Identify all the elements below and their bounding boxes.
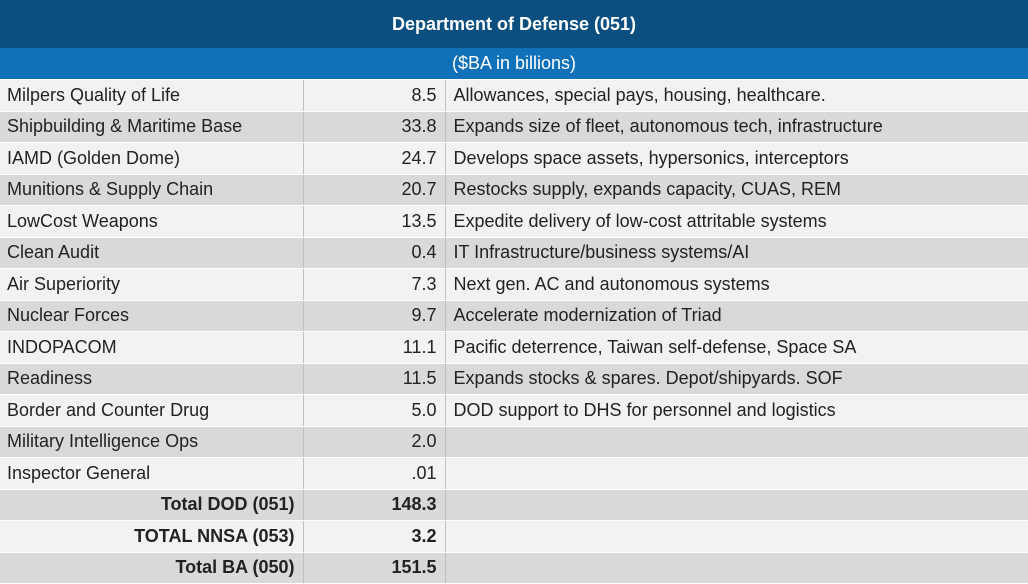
row-value: 5.0 xyxy=(303,394,446,427)
row-name: Munitions & Supply Chain xyxy=(0,174,304,206)
table-row: Nuclear Forces 9.7 Accelerate modernizat… xyxy=(0,300,1028,332)
row-name: Nuclear Forces xyxy=(0,300,304,332)
table-row: Shipbuilding & Maritime Base 33.8 Expand… xyxy=(0,111,1028,143)
row-name: INDOPACOM xyxy=(0,331,304,364)
total-row-dod: Total DOD (051) 148.3 xyxy=(0,489,1028,521)
row-name: LowCost Weapons xyxy=(0,205,304,238)
row-name: Border and Counter Drug xyxy=(0,394,304,427)
row-name: Military Intelligence Ops xyxy=(0,426,304,458)
row-name: Milpers Quality of Life xyxy=(0,80,304,112)
row-value: .01 xyxy=(303,457,446,490)
table-row: INDOPACOM 11.1 Pacific deterrence, Taiwa… xyxy=(0,331,1028,364)
row-value: 24.7 xyxy=(303,142,446,175)
budget-table: Milpers Quality of Life 8.5 Allowances, … xyxy=(0,80,1028,584)
budget-table-body: Milpers Quality of Life 8.5 Allowances, … xyxy=(0,80,1028,584)
row-value: 11.1 xyxy=(303,331,446,364)
row-description: DOD support to DHS for personnel and log… xyxy=(445,394,1028,427)
row-description: Expands stocks & spares. Depot/shipyards… xyxy=(445,363,1028,395)
row-value: 20.7 xyxy=(303,174,446,206)
table-row: Inspector General .01 xyxy=(0,457,1028,490)
row-description: Allowances, special pays, housing, healt… xyxy=(445,80,1028,112)
table-row: Military Intelligence Ops 2.0 xyxy=(0,426,1028,458)
row-description: Restocks supply, expands capacity, CUAS,… xyxy=(445,174,1028,206)
row-description xyxy=(445,457,1028,490)
total-row-nnsa: TOTAL NNSA (053) 3.2 xyxy=(0,520,1028,553)
total-label: Total DOD (051) xyxy=(0,489,304,521)
row-description: Expands size of fleet, autonomous tech, … xyxy=(445,111,1028,143)
table-row: Border and Counter Drug 5.0 DOD support … xyxy=(0,394,1028,427)
table-row: Readiness 11.5 Expands stocks & spares. … xyxy=(0,363,1028,395)
row-value: 13.5 xyxy=(303,205,446,238)
table-title: Department of Defense (051) xyxy=(0,0,1028,48)
table-row: Milpers Quality of Life 8.5 Allowances, … xyxy=(0,80,1028,112)
row-name: Readiness xyxy=(0,363,304,395)
row-description: Expedite delivery of low-cost attritable… xyxy=(445,205,1028,238)
row-name: Inspector General xyxy=(0,457,304,490)
row-description: Accelerate modernization of Triad xyxy=(445,300,1028,332)
table-row: LowCost Weapons 13.5 Expedite delivery o… xyxy=(0,205,1028,238)
row-name: IAMD (Golden Dome) xyxy=(0,142,304,175)
empty-cell xyxy=(445,489,1028,521)
total-value: 3.2 xyxy=(303,520,446,553)
row-name: Air Superiority xyxy=(0,268,304,301)
empty-cell xyxy=(445,520,1028,553)
row-description xyxy=(445,426,1028,458)
row-description: Next gen. AC and autonomous systems xyxy=(445,268,1028,301)
row-description: Develops space assets, hypersonics, inte… xyxy=(445,142,1028,175)
table-row: IAMD (Golden Dome) 24.7 Develops space a… xyxy=(0,142,1028,175)
table-row: Munitions & Supply Chain 20.7 Restocks s… xyxy=(0,174,1028,206)
total-value: 148.3 xyxy=(303,489,446,521)
row-name: Shipbuilding & Maritime Base xyxy=(0,111,304,143)
row-description: Pacific deterrence, Taiwan self-defense,… xyxy=(445,331,1028,364)
row-value: 11.5 xyxy=(303,363,446,395)
row-value: 2.0 xyxy=(303,426,446,458)
row-value: 33.8 xyxy=(303,111,446,143)
table-row: Clean Audit 0.4 IT Infrastructure/busine… xyxy=(0,237,1028,269)
row-value: 7.3 xyxy=(303,268,446,301)
row-value: 9.7 xyxy=(303,300,446,332)
row-name: Clean Audit xyxy=(0,237,304,269)
table-subtitle: ($BA in billions) xyxy=(0,48,1028,80)
row-value: 8.5 xyxy=(303,80,446,112)
row-description: IT Infrastructure/business systems/AI xyxy=(445,237,1028,269)
table-row: Air Superiority 7.3 Next gen. AC and aut… xyxy=(0,268,1028,301)
total-label: TOTAL NNSA (053) xyxy=(0,520,304,553)
row-value: 0.4 xyxy=(303,237,446,269)
